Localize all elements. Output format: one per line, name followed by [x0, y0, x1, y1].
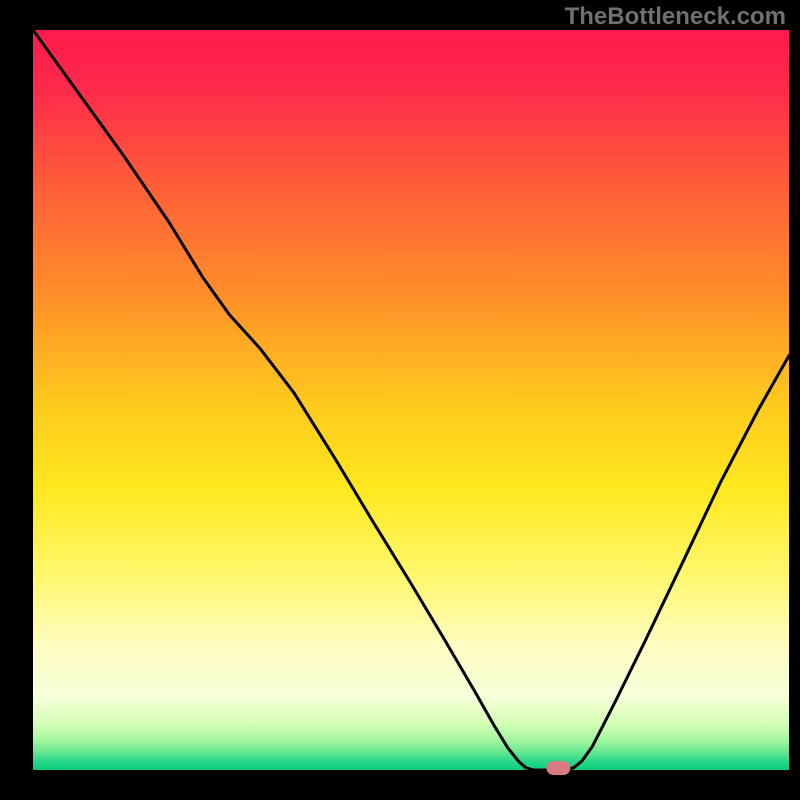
watermark-text: TheBottleneck.com: [565, 3, 786, 31]
bottleneck-chart: [0, 0, 800, 800]
chart-plot-area: [33, 30, 789, 770]
optimal-point-marker: [546, 761, 570, 775]
